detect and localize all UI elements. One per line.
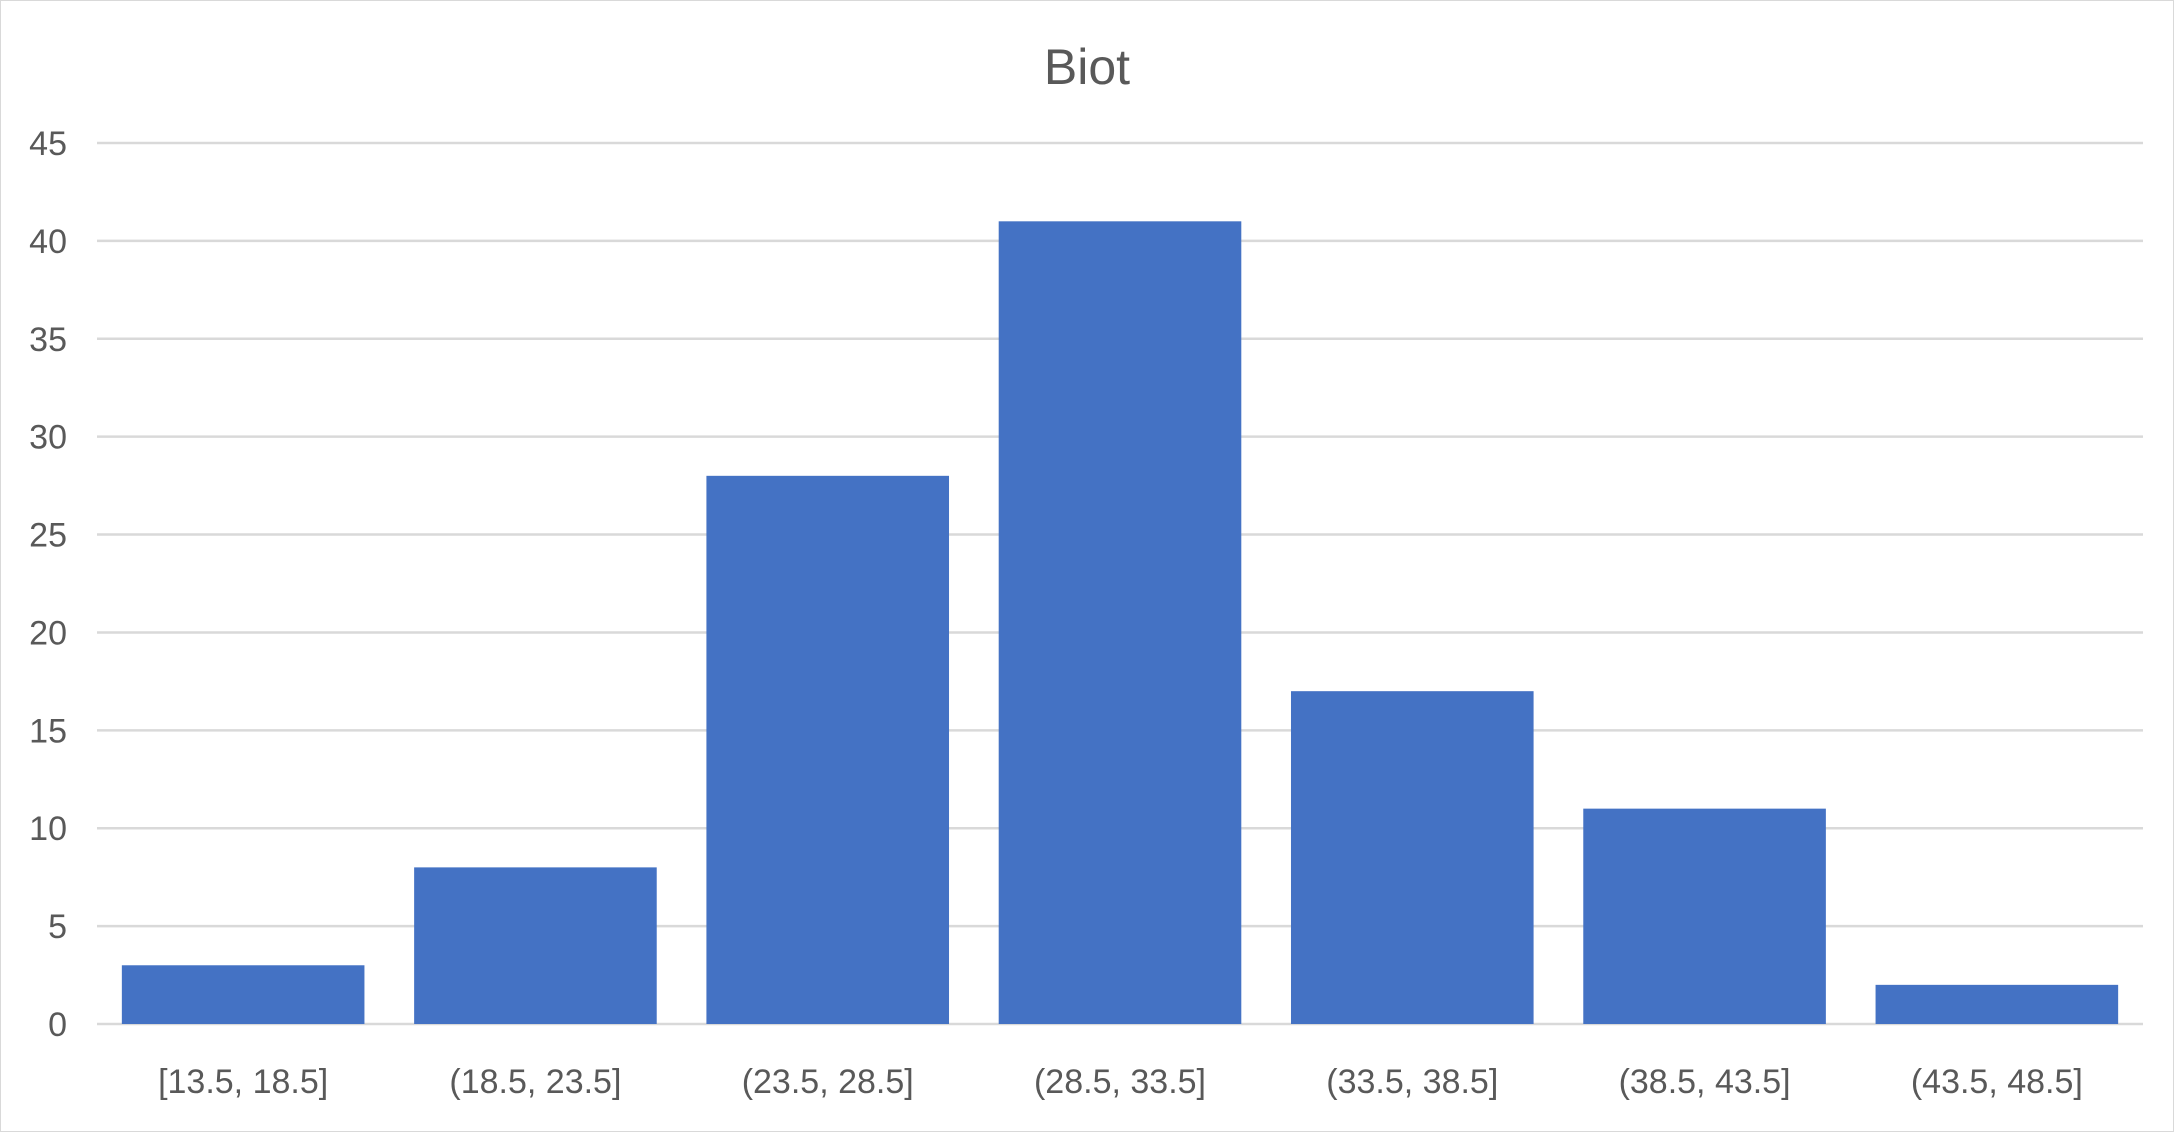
x-tick-label: (18.5, 23.5] — [449, 1063, 621, 1101]
bar — [121, 965, 365, 1024]
x-tick-label: (38.5, 43.5] — [1619, 1063, 1791, 1101]
bar — [706, 475, 950, 1024]
y-tick-label: 15 — [29, 712, 67, 750]
y-tick-label: 40 — [29, 223, 67, 261]
x-tick-label: (23.5, 28.5] — [742, 1063, 914, 1101]
y-tick-label: 10 — [29, 810, 67, 848]
bar — [1583, 808, 1826, 1024]
y-axis-tick-labels: 0 5 10 15 20 25 30 35 40 45 — [29, 125, 67, 1044]
x-tick-label: (43.5, 48.5] — [1911, 1063, 2083, 1101]
y-tick-label: 20 — [29, 614, 67, 652]
y-tick-label: 5 — [48, 908, 67, 946]
y-tick-label: 25 — [29, 517, 67, 555]
y-tick-label: 30 — [29, 419, 67, 457]
x-tick-label: [13.5, 18.5] — [158, 1063, 328, 1101]
bars — [121, 221, 2119, 1025]
chart-title: Biot — [1044, 39, 1130, 95]
x-tick-label: (28.5, 33.5] — [1034, 1063, 1206, 1101]
bar — [1290, 691, 1534, 1024]
bar — [1875, 984, 2119, 1024]
x-tick-label: (33.5, 38.5] — [1326, 1063, 1498, 1101]
bar — [998, 221, 1242, 1025]
y-tick-label: 35 — [29, 321, 67, 359]
y-tick-label: 0 — [48, 1006, 67, 1044]
y-tick-label: 45 — [29, 125, 67, 163]
x-axis-tick-labels: [13.5, 18.5] (18.5, 23.5] (23.5, 28.5] (28.… — [158, 1063, 2083, 1101]
bar — [414, 867, 657, 1024]
